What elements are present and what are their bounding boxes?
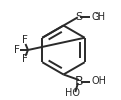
Text: S: S: [75, 12, 83, 22]
Text: 3: 3: [95, 13, 100, 22]
Text: OH: OH: [91, 76, 106, 86]
Text: F: F: [14, 45, 20, 55]
Text: F: F: [22, 36, 28, 46]
Text: CH: CH: [91, 12, 105, 22]
Text: F: F: [22, 55, 28, 64]
Text: B: B: [75, 75, 83, 88]
Text: HO: HO: [65, 88, 80, 98]
